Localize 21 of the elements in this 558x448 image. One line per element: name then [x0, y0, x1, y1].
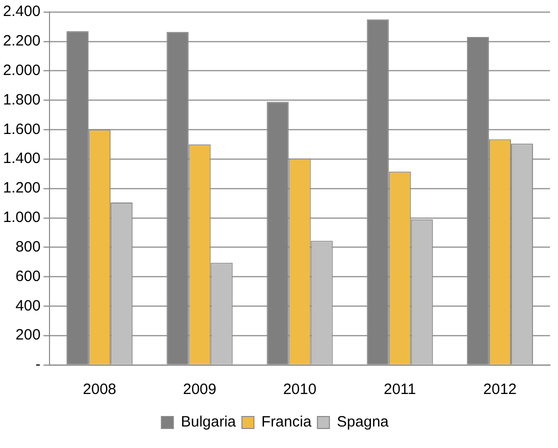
y-tick-label: 1.400	[2, 150, 41, 168]
y-tick-label: -	[36, 356, 41, 374]
x-tick-label: 2012	[483, 381, 517, 398]
legend-label: Spagna	[336, 414, 390, 431]
y-tick-label: 800	[16, 238, 41, 256]
y-tick-label: 1.000	[2, 209, 41, 226]
x-tick-label: 2010	[283, 381, 316, 398]
y-tick-label: 2.400	[2, 3, 41, 20]
y-tick-label: 400	[16, 297, 41, 314]
y-tick-label: 600	[16, 268, 41, 285]
y-tick-label: 1.600	[2, 120, 41, 138]
x-tick-label: 2011	[384, 381, 416, 398]
y-tick-label: 2.000	[2, 62, 41, 79]
y-tick-label: 1.800	[2, 91, 41, 108]
x-tick-label: 2008	[82, 381, 116, 398]
legend-label: Bulgaria	[180, 414, 237, 431]
y-tick-label: 200	[16, 326, 41, 344]
y-tick-label: 2.200	[2, 32, 41, 50]
legend-label: Francia	[261, 414, 312, 431]
x-tick-label: 2009	[182, 381, 216, 398]
y-tick-label: 1.200	[2, 180, 41, 197]
